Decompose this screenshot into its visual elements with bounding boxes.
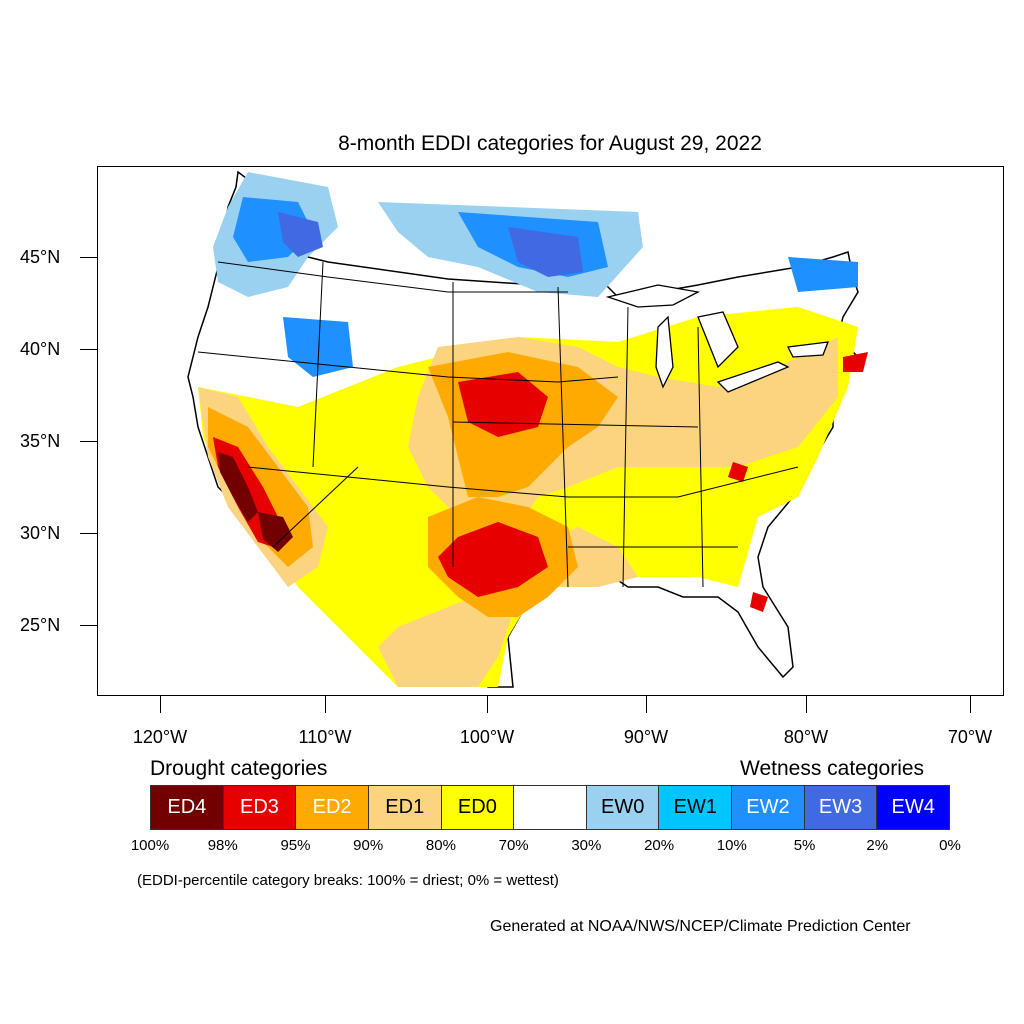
lake-michigan [655,315,674,389]
legend-break-label: 100% [130,837,170,854]
legend-break-label: 90% [353,837,384,854]
state-line [557,286,569,588]
legend-swatch: ED4 [151,786,224,829]
eddi-region [258,512,293,552]
longitude-tick [646,696,647,713]
eddi-region [278,212,323,257]
legend-break-label: 2% [866,837,889,854]
latitude-label: 35°N [20,431,61,451]
longitude-label: 100°W [459,727,515,747]
eddi-region [788,257,858,292]
legend-swatch: ED2 [296,786,369,829]
longitude-tick [806,696,807,713]
credit-line: Generated at NOAA/NWS/NCEP/Climate Predi… [490,918,911,935]
drought-heading: Drought categories [150,757,328,780]
legend-break-label: 80% [425,837,456,854]
lake-huron [697,311,739,369]
eddi-region [750,592,768,612]
longitude-label: 80°W [783,727,829,747]
legend-swatch: ED3 [223,786,297,829]
legend-swatch: EW2 [732,786,805,829]
latitude-tick [80,441,97,442]
legend-swatch: ED0 [441,786,515,829]
wetness-heading: Wetness categories [740,757,925,780]
legend-swatch [514,786,587,829]
state-line [197,351,619,383]
state-line [217,261,568,293]
longitude-label: 70°W [947,727,993,747]
latitude-tick [80,625,97,626]
lake-ontario [787,341,829,358]
legend-break-label: 30% [571,837,602,854]
legend-swatch: EW3 [804,786,878,829]
legend-swatch: ED1 [368,786,442,829]
longitude-tick [160,696,161,713]
state-line [697,326,704,588]
latitude-tick [80,257,97,258]
legend-break-label: 98% [207,837,238,854]
state-line [452,421,699,428]
category-note: (EDDI-percentile category breaks: 100% =… [137,872,559,889]
legend-break-label: 5% [793,837,816,854]
latitude-tick [80,349,97,350]
legend-break-label: 10% [716,837,747,854]
lake-erie [716,361,790,393]
map-title: 8-month EDDI categories for August 29, 2… [338,132,762,155]
state-line [247,466,799,498]
legend-swatch: EW4 [877,786,950,829]
map-panel [97,166,1004,696]
lake-superior [605,284,701,308]
longitude-tick [487,696,488,713]
legend-break-label: 95% [280,837,311,854]
latitude-label: 45°N [20,247,61,267]
legend-break-label: 20% [644,837,675,854]
legend-break-label: 0% [939,837,961,854]
state-line [312,261,324,468]
legend-break-label: 70% [498,837,529,854]
latitude-label: 25°N [20,615,61,635]
eddi-region [218,452,258,522]
eddi-region [438,522,548,597]
latitude-label: 30°N [20,523,61,543]
latitude-label: 40°N [20,339,61,359]
eddi-region [508,227,583,277]
legend-swatch: EW0 [586,786,660,829]
latitude-tick [80,533,97,534]
longitude-tick [970,696,971,713]
longitude-label: 120°W [132,727,188,747]
eddi-map [187,170,868,688]
state-line [272,466,359,548]
longitude-label: 90°W [623,727,669,747]
longitude-label: 110°W [298,727,352,747]
legend-swatch: EW1 [659,786,733,829]
eddi-region [458,372,548,437]
longitude-tick [325,696,326,713]
legend-colorbar: ED4 ED3 ED2 ED1 ED0 EW0 EW1 EW2 EW3 EW4 [150,785,950,830]
eddi-region [728,462,748,482]
state-line [622,306,629,588]
eddi-region [843,352,868,372]
